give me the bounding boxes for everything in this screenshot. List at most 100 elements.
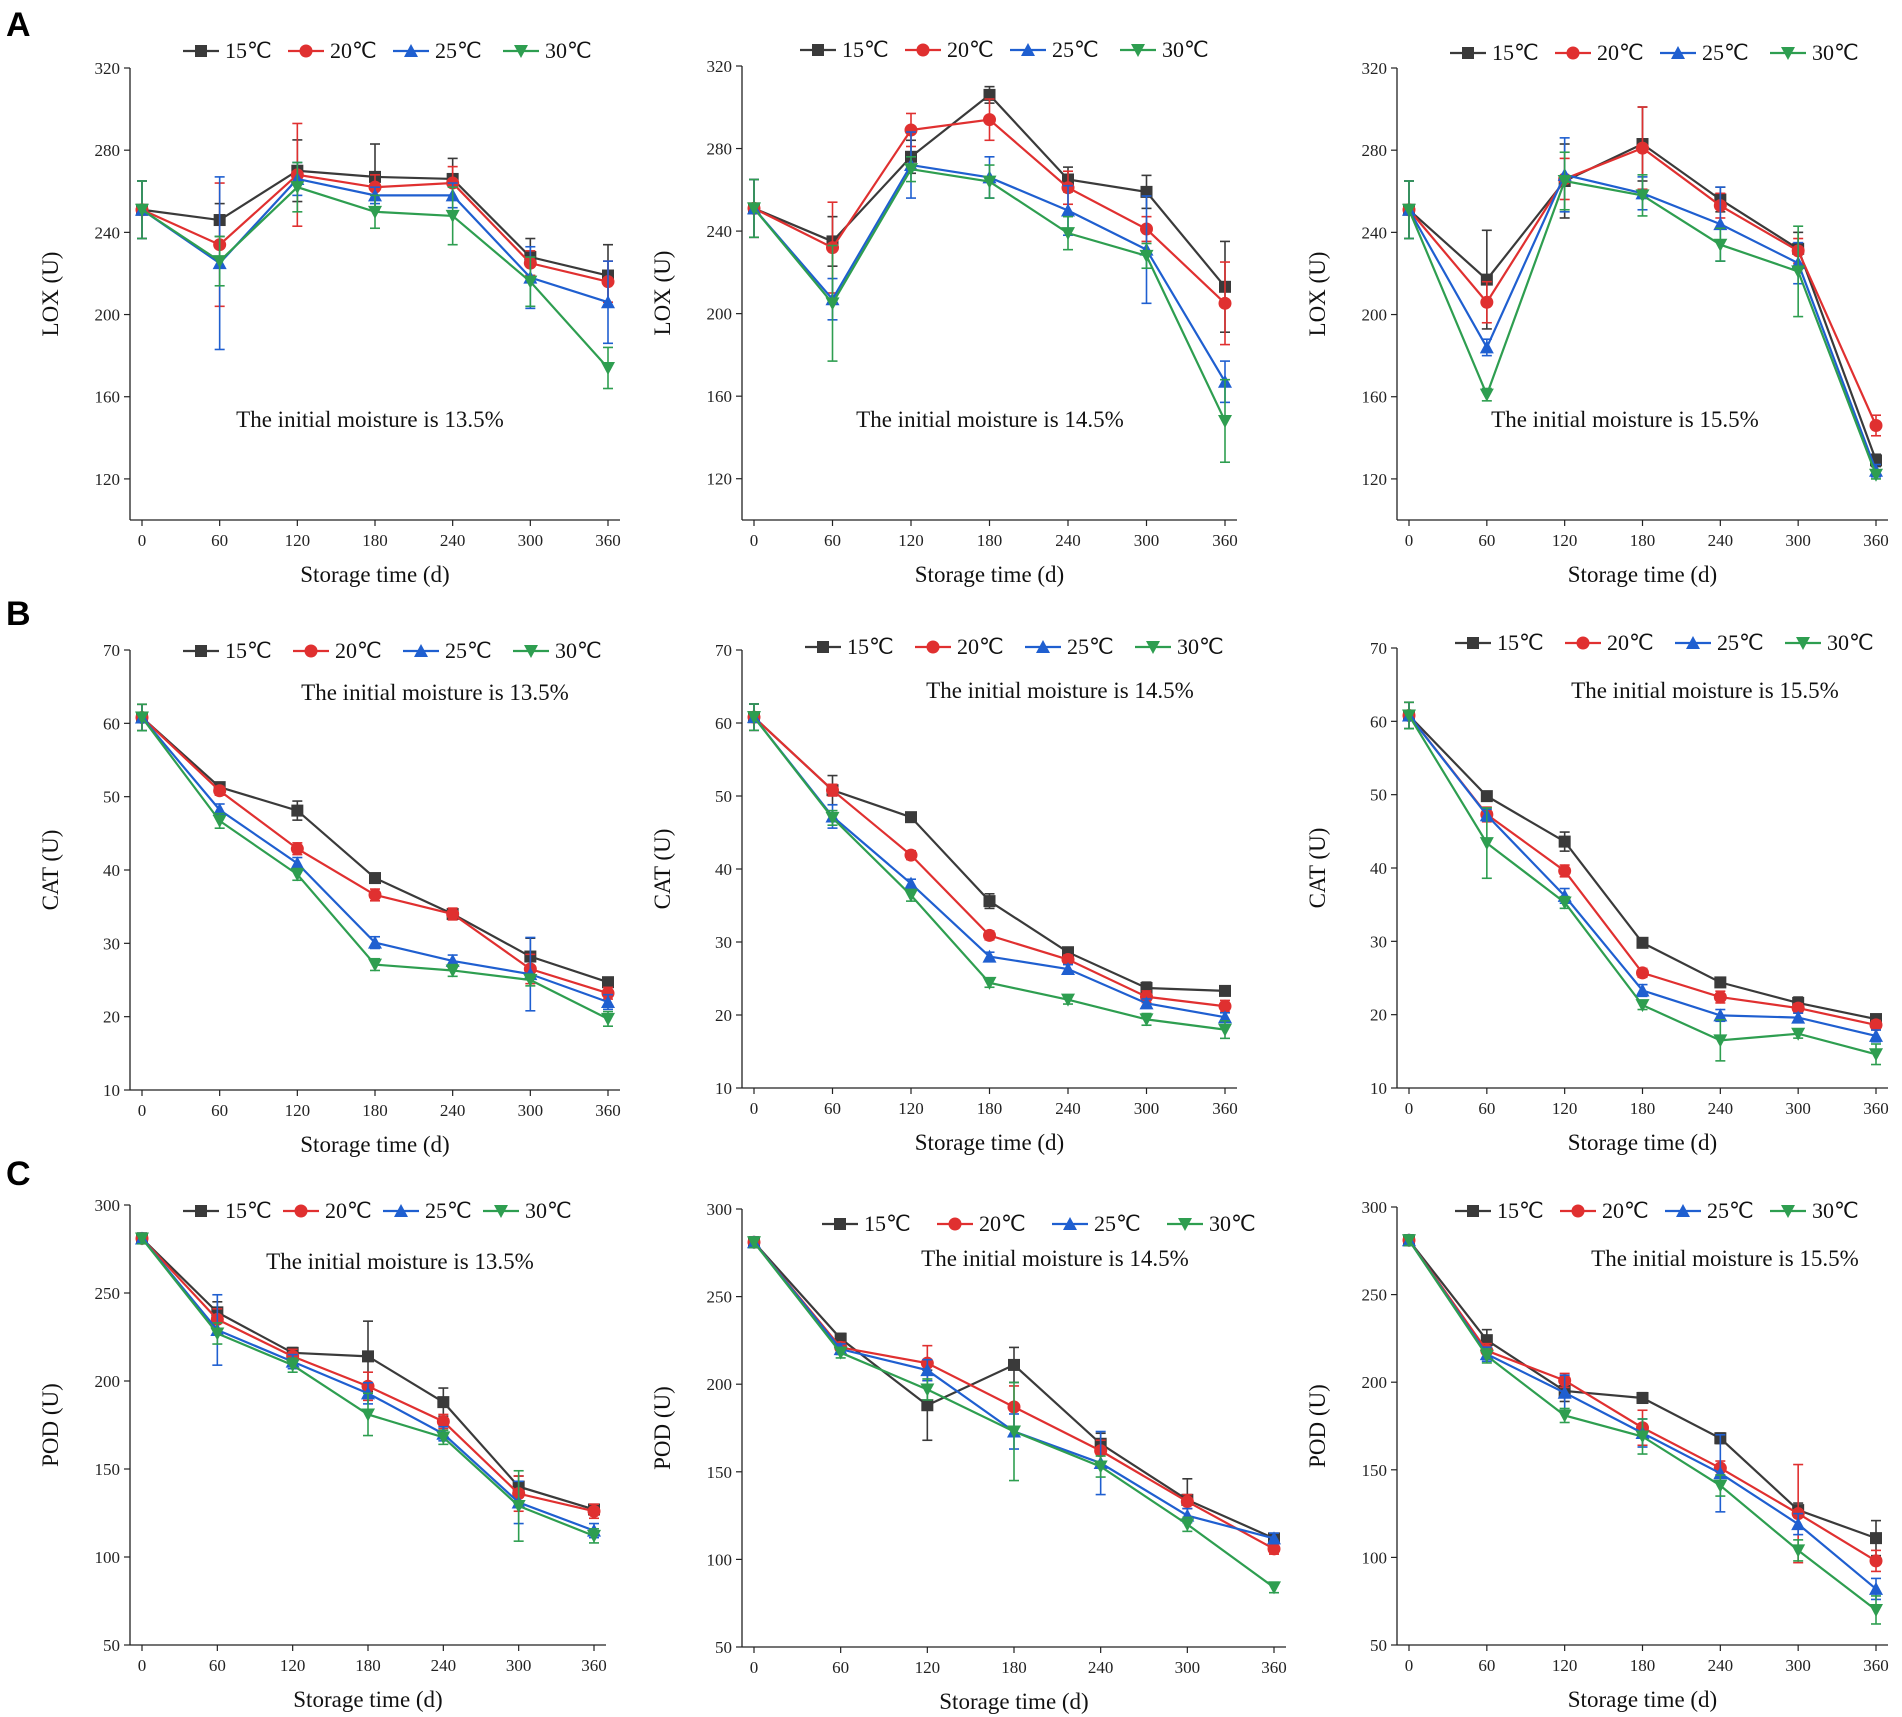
data-point — [1635, 983, 1650, 997]
data-point — [825, 297, 840, 311]
y-axis-title: LOX (U) — [38, 252, 63, 337]
data-point — [1557, 175, 1572, 188]
y-tick-label: 200 — [1362, 306, 1388, 325]
data-point — [135, 1232, 149, 1246]
series-20C — [1402, 701, 1883, 1032]
data-point — [920, 1383, 935, 1397]
data-point — [1479, 388, 1494, 402]
legend-item-15C: 15℃ — [1450, 40, 1539, 65]
legend-marker — [1467, 1205, 1479, 1217]
series-20C — [747, 98, 1232, 346]
x-tick-label: 60 — [1478, 531, 1495, 550]
legend-marker — [834, 1218, 846, 1230]
data-point — [983, 113, 996, 127]
legend-item-30C: 30℃ — [1770, 1198, 1859, 1223]
x-tick-label: 60 — [832, 1658, 849, 1677]
moisture-annotation: The initial moisture is 15.5% — [1491, 407, 1759, 432]
y-axis-title: POD (U) — [650, 1386, 675, 1470]
y-tick-label: 280 — [707, 140, 733, 159]
data-point — [361, 1408, 375, 1422]
legend-label: 20℃ — [330, 38, 377, 63]
data-point — [290, 868, 305, 882]
legend-marker — [294, 1204, 308, 1218]
legend-label: 15℃ — [847, 634, 894, 659]
data-point — [446, 907, 460, 921]
series-line — [753, 118, 1226, 305]
x-tick-label: 120 — [280, 1656, 306, 1675]
chart-b-2: 0 60 120 180 240 300 360 10 20 30 40 50 60 70 Storage … — [650, 634, 1238, 1155]
x-tick-label: 360 — [1863, 531, 1889, 550]
data-point — [1636, 936, 1649, 949]
y-tick-label: 50 — [103, 1636, 120, 1655]
legend-item-25C: 25℃ — [1010, 37, 1099, 62]
x-axis-title: Storage time (d) — [915, 1130, 1064, 1155]
moisture-annotation: The initial moisture is 15.5% — [1571, 678, 1839, 703]
legend-marker — [1571, 1204, 1585, 1218]
y-tick-label: 60 — [103, 714, 120, 733]
x-tick-label: 300 — [1134, 531, 1160, 550]
legend-item-20C: 20℃ — [1565, 630, 1654, 655]
x-tick-label: 240 — [1055, 531, 1081, 550]
y-tick-label: 160 — [95, 388, 121, 407]
data-point — [904, 123, 918, 137]
series-15C — [1403, 1234, 1882, 1557]
legend-marker — [1063, 1217, 1077, 1230]
data-point — [1061, 227, 1075, 241]
y-tick-label: 50 — [715, 787, 732, 806]
x-tick-label: 120 — [285, 1101, 311, 1120]
y-tick-label: 60 — [1370, 712, 1387, 731]
data-point — [587, 1529, 601, 1543]
data-point — [445, 964, 460, 978]
data-point — [1139, 996, 1154, 1010]
legend-label: 20℃ — [957, 634, 1004, 659]
series-20C — [747, 703, 1232, 1013]
data-point — [1180, 1518, 1195, 1532]
legend-marker — [1462, 47, 1474, 59]
data-point — [1791, 1027, 1806, 1041]
x-tick-label: 0 — [1405, 1656, 1414, 1675]
data-point — [1267, 1531, 1281, 1545]
x-tick-label: 300 — [1134, 1099, 1160, 1118]
x-tick-label: 240 — [440, 531, 466, 550]
legend-label: 30℃ — [1162, 37, 1209, 62]
x-tick-label: 240 — [1055, 1099, 1081, 1118]
data-point — [1139, 1013, 1154, 1027]
legend-item-20C: 20℃ — [1560, 1198, 1649, 1223]
legend-marker — [1671, 46, 1685, 59]
x-tick-label: 360 — [1261, 1658, 1287, 1677]
y-tick-label: 150 — [95, 1460, 121, 1479]
data-point — [285, 1359, 300, 1373]
data-point — [1061, 993, 1075, 1007]
x-tick-label: 0 — [750, 1658, 759, 1677]
legend-marker — [926, 640, 940, 654]
legend-item-30C: 30℃ — [1135, 634, 1224, 659]
x-tick-label: 360 — [595, 531, 621, 550]
data-point — [1061, 962, 1075, 976]
x-axis-title: Storage time (d) — [300, 1132, 449, 1157]
legend-label: 30℃ — [555, 638, 602, 663]
data-point — [1869, 1048, 1883, 1062]
data-point — [601, 995, 615, 1008]
legend-label: 20℃ — [335, 638, 382, 663]
legend-item-25C: 25℃ — [1675, 630, 1764, 655]
x-tick-label: 300 — [1785, 1099, 1811, 1118]
legend-item-30C: 30℃ — [483, 1198, 572, 1223]
y-tick-label: 120 — [707, 470, 733, 489]
series-line — [141, 716, 609, 995]
data-point — [1218, 414, 1232, 428]
data-point — [212, 255, 227, 269]
x-tick-label: 0 — [750, 531, 759, 550]
legend-marker — [1566, 46, 1580, 60]
series-line — [753, 716, 1226, 1019]
legend-item-15C: 15℃ — [1455, 1198, 1544, 1223]
y-tick-label: 200 — [1362, 1373, 1388, 1392]
y-tick-label: 160 — [707, 387, 733, 406]
series-30C — [1402, 151, 1883, 482]
legend-label: 25℃ — [445, 638, 492, 663]
y-tick-label: 120 — [1362, 470, 1388, 489]
legend-item-15C: 15℃ — [1455, 630, 1544, 655]
x-tick-label: 0 — [138, 1656, 147, 1675]
x-tick-label: 0 — [750, 1099, 759, 1118]
x-tick-label: 360 — [1212, 1099, 1238, 1118]
chart-a-2: 0 60 120 180 240 300 360 120 160 200 240 280 320 Stor… — [650, 37, 1238, 587]
